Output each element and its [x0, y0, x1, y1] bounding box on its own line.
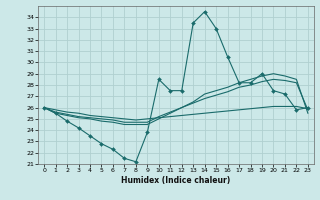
- X-axis label: Humidex (Indice chaleur): Humidex (Indice chaleur): [121, 176, 231, 185]
